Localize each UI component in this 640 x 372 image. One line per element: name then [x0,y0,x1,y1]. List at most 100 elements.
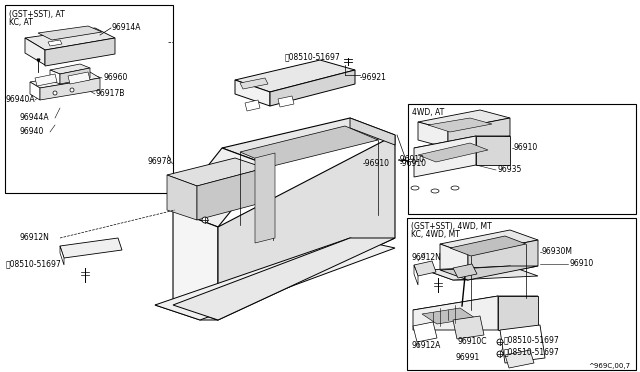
Polygon shape [240,78,268,89]
Text: 96991: 96991 [455,353,479,362]
Text: Ⓢ08510-51697: Ⓢ08510-51697 [504,347,560,356]
Polygon shape [235,60,355,92]
Text: 96960: 96960 [103,74,127,83]
Polygon shape [173,148,268,227]
Polygon shape [25,28,115,50]
Circle shape [70,88,74,92]
Text: 96917B: 96917B [96,90,125,99]
Polygon shape [453,316,484,339]
Polygon shape [222,118,395,165]
Text: 96912A: 96912A [411,341,440,350]
Polygon shape [245,100,260,111]
Polygon shape [35,74,57,86]
Polygon shape [173,238,395,320]
Ellipse shape [411,186,419,190]
Polygon shape [476,136,510,165]
Polygon shape [450,236,526,256]
Circle shape [202,217,208,223]
Ellipse shape [431,189,439,193]
Polygon shape [453,264,477,278]
Text: 96935: 96935 [498,166,522,174]
Circle shape [497,339,503,345]
Polygon shape [38,26,102,40]
Text: -96910: -96910 [398,155,425,164]
Polygon shape [413,296,498,330]
Text: 96910C: 96910C [458,337,488,346]
Polygon shape [428,118,492,132]
Polygon shape [278,96,294,107]
Polygon shape [468,240,538,280]
Polygon shape [414,261,436,276]
Polygon shape [505,350,534,368]
Text: (GST+SST), AT: (GST+SST), AT [9,10,65,19]
Polygon shape [440,266,538,280]
Text: KC, AT: KC, AT [9,19,33,28]
Polygon shape [25,38,45,65]
Polygon shape [50,70,60,84]
Polygon shape [30,72,100,88]
Polygon shape [155,238,395,320]
Text: Ⓢ08510-51697: Ⓢ08510-51697 [6,260,61,269]
Text: -96921: -96921 [360,74,387,83]
Polygon shape [440,244,468,280]
Polygon shape [60,238,122,258]
Text: 96912N: 96912N [411,253,441,262]
Text: 96930M: 96930M [542,247,573,257]
Circle shape [497,351,503,357]
Polygon shape [60,246,64,265]
Polygon shape [418,122,448,148]
Polygon shape [448,118,510,148]
Polygon shape [40,78,100,100]
Text: 96912N: 96912N [20,234,50,243]
Polygon shape [413,296,538,310]
Polygon shape [414,136,510,148]
Polygon shape [422,308,475,324]
Text: 96944A: 96944A [20,113,50,122]
Polygon shape [240,126,378,166]
Polygon shape [425,266,538,280]
Polygon shape [498,296,538,330]
Polygon shape [50,64,90,74]
Polygon shape [68,72,90,84]
Text: -96910: -96910 [363,158,390,167]
Polygon shape [218,135,395,320]
Text: 96910: 96910 [570,260,595,269]
Polygon shape [60,68,90,84]
Polygon shape [413,322,437,342]
Polygon shape [197,168,265,220]
Polygon shape [414,136,476,177]
Polygon shape [155,305,218,320]
Circle shape [53,91,57,95]
Polygon shape [167,158,265,186]
Text: 96914A: 96914A [112,23,141,32]
Polygon shape [425,270,468,280]
Polygon shape [500,325,545,363]
Text: Ⓢ08510-51697: Ⓢ08510-51697 [504,336,560,344]
Polygon shape [167,175,197,220]
Bar [408,104,636,214]
Ellipse shape [451,186,459,190]
Text: Ⓢ08510-51697: Ⓢ08510-51697 [285,52,340,61]
Bar [407,218,636,370]
Text: -96910: -96910 [400,158,427,167]
Polygon shape [30,82,40,100]
Text: KC, 4WD, MT: KC, 4WD, MT [411,231,460,240]
Polygon shape [440,230,538,254]
Polygon shape [350,118,395,145]
Text: 96978: 96978 [148,157,172,167]
Text: 96940: 96940 [20,128,44,137]
Polygon shape [414,265,418,285]
Polygon shape [48,40,62,46]
Text: 96940A: 96940A [5,96,35,105]
Text: 4WD, AT: 4WD, AT [412,108,444,116]
Polygon shape [418,143,488,162]
Polygon shape [173,210,218,320]
Polygon shape [255,153,275,243]
Text: ^969C,00,7: ^969C,00,7 [588,363,630,369]
Polygon shape [235,80,270,106]
Text: 96910: 96910 [514,144,538,153]
Polygon shape [418,110,510,130]
Text: (GST+SST), 4WD, MT: (GST+SST), 4WD, MT [411,221,492,231]
Polygon shape [270,70,355,106]
Bar [5,5,173,193]
